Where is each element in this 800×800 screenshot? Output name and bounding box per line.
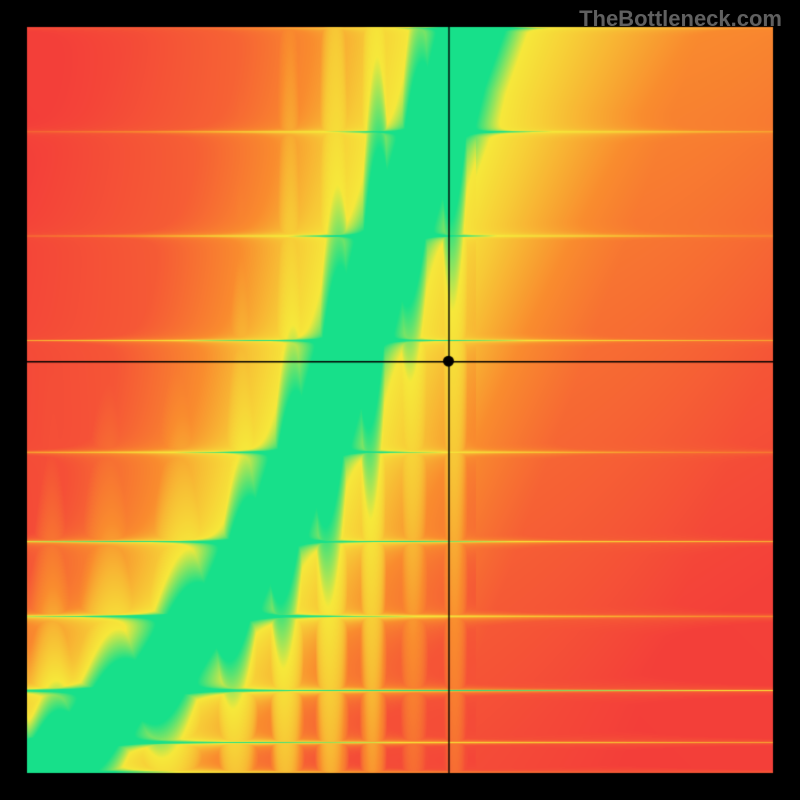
watermark-text: TheBottleneck.com: [579, 6, 782, 32]
heatmap-canvas: [0, 0, 800, 800]
chart-container: TheBottleneck.com: [0, 0, 800, 800]
